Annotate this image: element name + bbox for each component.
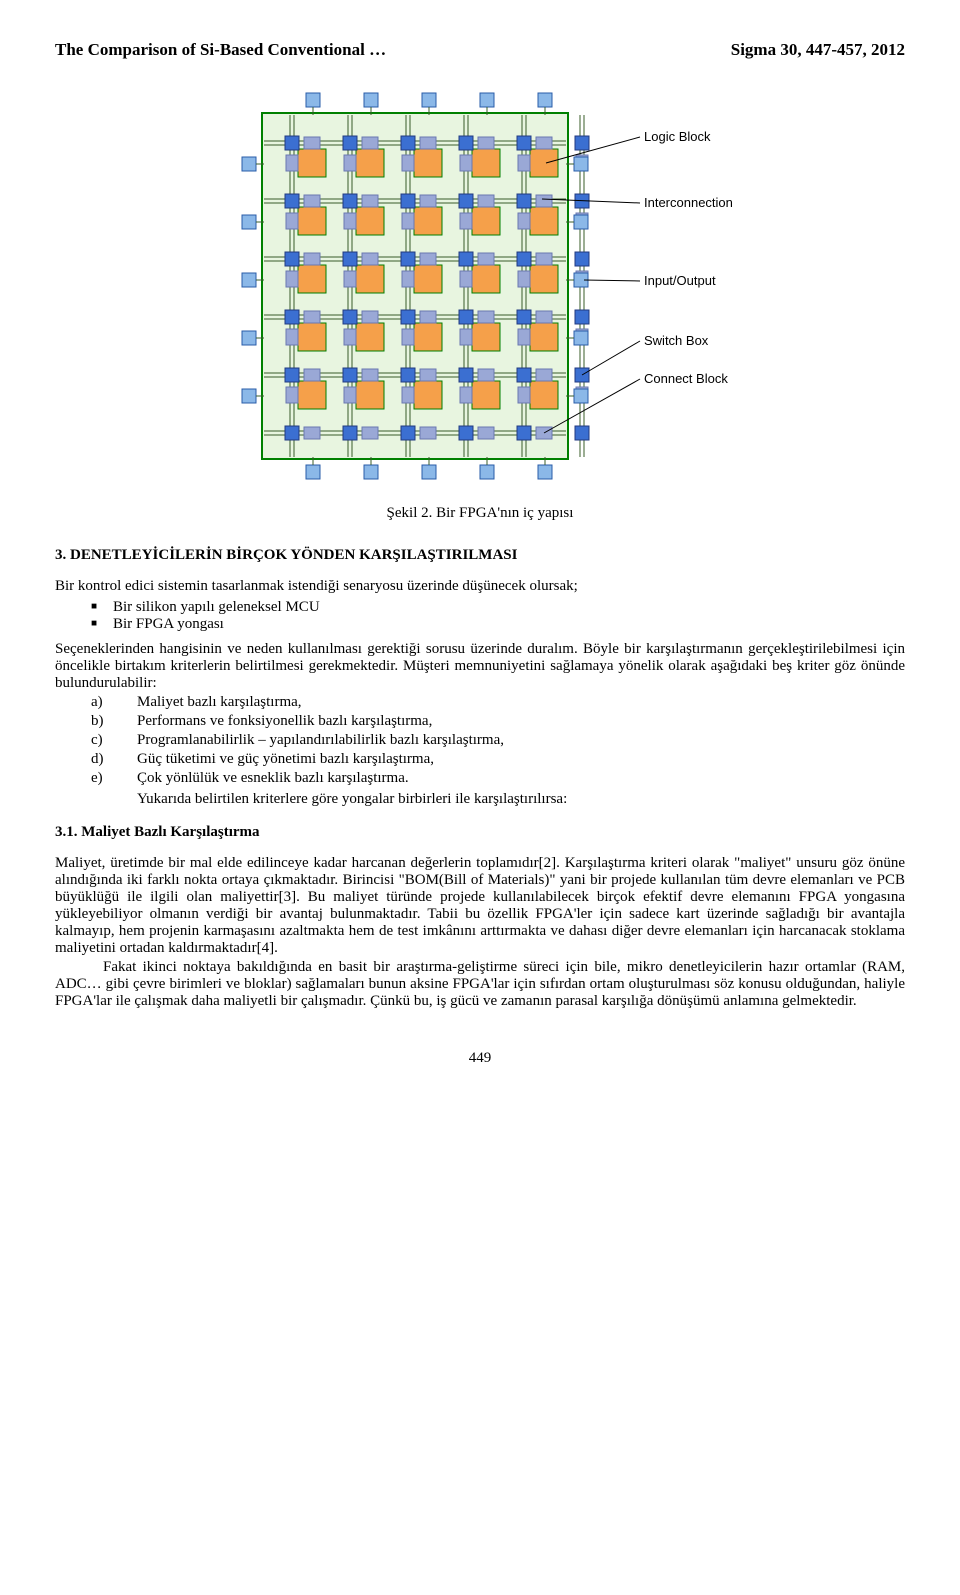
svg-text:Input/Output: Input/Output: [644, 273, 716, 288]
page-header: The Comparison of Si-Based Conventional …: [55, 40, 905, 60]
list-item: Yukarıda belirtilen kriterlere göre yong…: [91, 791, 905, 808]
header-right: Sigma 30, 447-457, 2012: [731, 40, 905, 60]
list-item-text: Yukarıda belirtilen kriterlere göre yong…: [137, 791, 567, 808]
list-item-label: c): [91, 732, 137, 749]
svg-text:Switch Box: Switch Box: [644, 333, 709, 348]
section-3-intro: Bir kontrol edici sistemin tasarlanmak i…: [55, 578, 905, 595]
fpga-diagram: Logic Block Interconnection Input/Output Sw…: [210, 85, 750, 485]
bullet-list: Bir silikon yapılı geleneksel MCU Bir FP…: [91, 599, 905, 633]
figure-container: Logic Block Interconnection Input/Output Sw…: [55, 85, 905, 485]
lettered-list: a)Maliyet bazlı karşılaştırma, b)Perform…: [91, 694, 905, 808]
list-item-label: d): [91, 751, 137, 768]
list-item-label: a): [91, 694, 137, 711]
svg-text:Logic Block: Logic Block: [644, 129, 711, 144]
list-item: e)Çok yönlülük ve esneklik bazlı karşıla…: [91, 770, 905, 787]
list-item: c)Programlanabilirlik – yapılandırılabil…: [91, 732, 905, 749]
section-3-title: 3. DENETLEYİCİLERİN BİRÇOK YÖNDEN KARŞIL…: [55, 547, 905, 564]
section-3-1-title: 3.1. Maliyet Bazlı Karşılaştırma: [55, 824, 905, 841]
list-item-label: e): [91, 770, 137, 787]
svg-text:Interconnection: Interconnection: [644, 195, 733, 210]
list-item-text: Programlanabilirlik – yapılandırılabilir…: [137, 732, 504, 749]
list-item-text: Çok yönlülük ve esneklik bazlı karşılaşt…: [137, 770, 409, 787]
list-item: b)Performans ve fonksiyonellik bazlı kar…: [91, 713, 905, 730]
section-3-1-p2: Fakat ikinci noktaya bakıldığında en bas…: [55, 959, 905, 1010]
figure-caption: Şekil 2. Bir FPGA'nın iç yapısı: [55, 505, 905, 522]
list-item: d)Güç tüketimi ve güç yönetimi bazlı kar…: [91, 751, 905, 768]
bullet-item: Bir FPGA yongası: [91, 616, 905, 633]
svg-text:Connect Block: Connect Block: [644, 371, 728, 386]
list-item-label: [91, 791, 137, 808]
list-item-text: Performans ve fonksiyonellik bazlı karşı…: [137, 713, 432, 730]
page-number: 449: [55, 1050, 905, 1067]
list-item-label: b): [91, 713, 137, 730]
header-left: The Comparison of Si-Based Conventional …: [55, 40, 386, 60]
list-item: a)Maliyet bazlı karşılaştırma,: [91, 694, 905, 711]
bullet-item: Bir silikon yapılı geleneksel MCU: [91, 599, 905, 616]
list-item-text: Güç tüketimi ve güç yönetimi bazlı karşı…: [137, 751, 434, 768]
section-3-1-p1: Maliyet, üretimde bir mal elde edilincey…: [55, 855, 905, 957]
list-item-text: Maliyet bazlı karşılaştırma,: [137, 694, 302, 711]
section-3-para: Seçeneklerinden hangisinin ve neden kull…: [55, 641, 905, 692]
